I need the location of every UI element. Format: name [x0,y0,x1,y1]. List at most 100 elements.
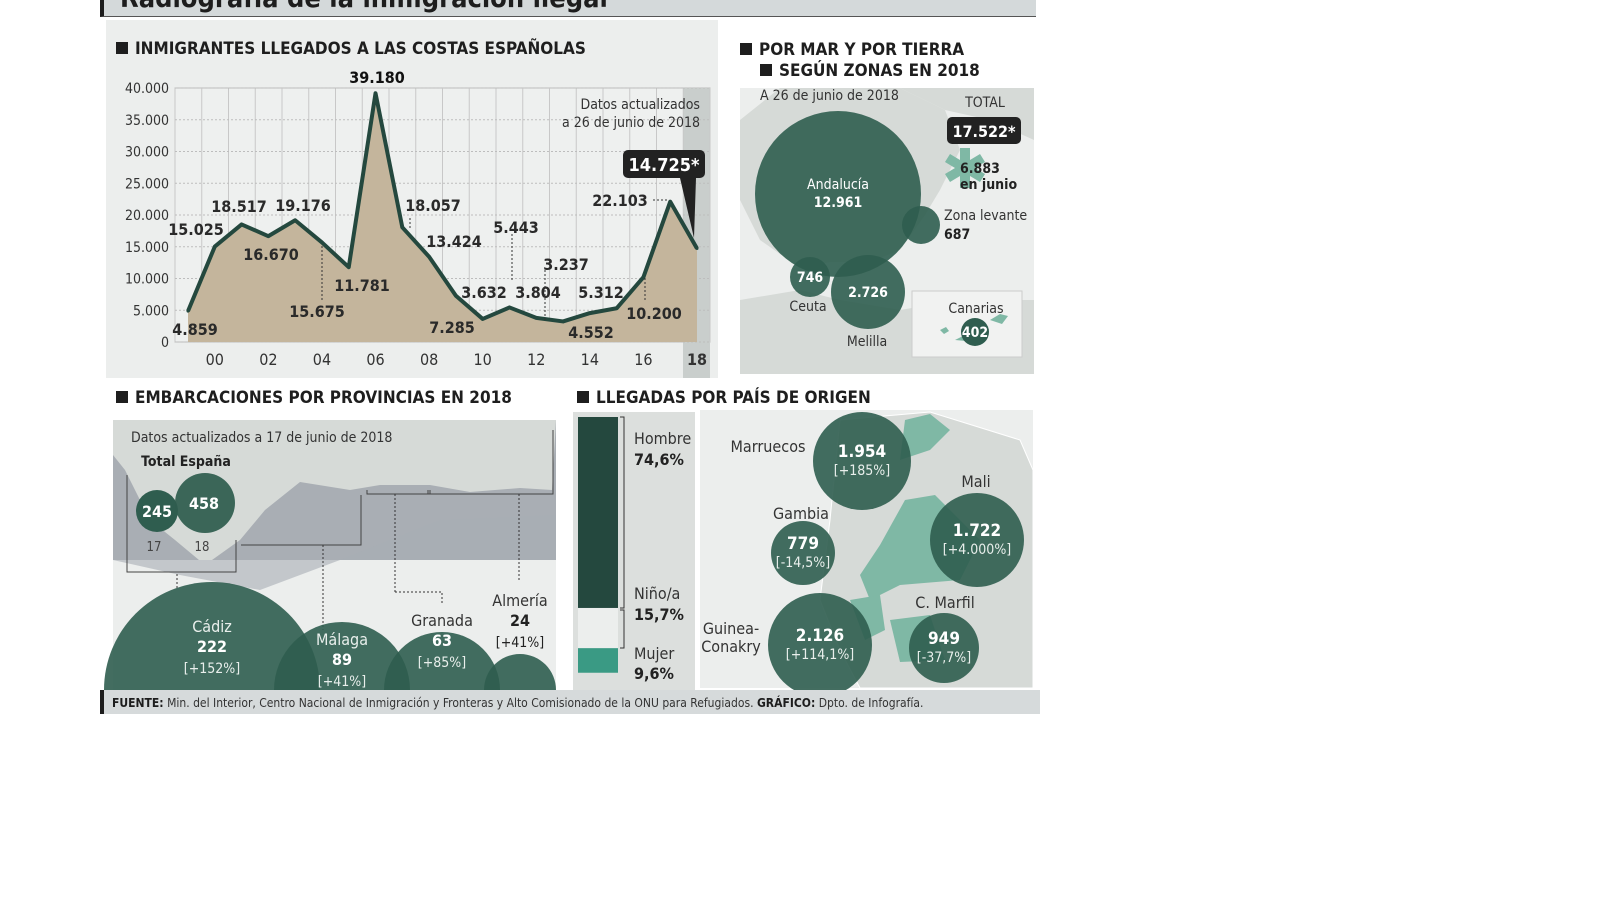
data-label-2018: 14.725* [629,155,700,176]
country-name: Mali [961,472,990,491]
province-value: 222 [197,637,227,656]
callout-2018-badge [623,150,705,238]
june-label: en junio [960,177,1017,193]
zone-bubble-canarias [961,318,989,346]
x-tick-label: 02 [259,350,277,369]
source-label: FUENTE: [112,696,164,710]
data-label: 15.025 [168,220,224,239]
data-label: 3.804 [515,283,561,302]
data-label: 11.781 [334,276,390,295]
province-bubbles [104,582,556,690]
data-label: 5.443 [493,218,539,237]
zone-value-levante: 687 [944,227,970,243]
data-point [507,305,511,309]
country-guinea-shape [850,595,885,640]
province-change: [+152%] [184,661,240,677]
data-label: 13.424 [426,232,482,251]
zone-value-canarias: 402 [962,325,988,341]
data-point [427,255,431,259]
data-point [213,245,217,249]
country-change: [-14,5%] [776,555,830,571]
arrivals-line [186,91,699,324]
zone-value-andalucia: 12.961 [814,195,863,211]
update-note-line1: Datos actualizados [581,97,701,113]
gender-value: 74,6% [634,450,684,469]
section-title-boats: EMBARCACIONES POR PROVINCIAS EN 2018 [116,388,512,409]
june-value: 6.883 [960,161,1000,177]
x-tick-label: 12 [527,350,545,369]
zone-value-melilla: 2.726 [848,285,888,301]
data-point [347,265,351,269]
gender-name: Niño/a [634,584,680,603]
y-tick-label: 0 [161,335,169,351]
total-bubble-18 [175,473,235,533]
country-name: Marruecos [731,437,806,456]
province-name: Málaga [316,630,368,649]
data-point [186,309,190,313]
country-value: 779 [787,534,819,554]
y-tick-label: 5.000 [133,303,169,319]
country-value: 2.126 [796,626,844,646]
province-change: [+41%] [318,674,366,690]
province-value: 24 [510,611,530,630]
data-point [400,225,404,229]
country-change: [+4.000%] [943,542,1011,558]
data-point [641,275,645,279]
data-label: 4.552 [568,323,614,342]
data-point [668,200,672,204]
zone-bubble-melilla [831,255,905,329]
country-bubble-3 [930,493,1024,587]
total-value-17: 245 [142,502,172,521]
total-year-18: 18 [195,540,210,555]
june-asterisk-icon [945,148,985,188]
province-bubble-2 [274,622,410,690]
province-bracket [366,490,431,495]
x-tick-label: 04 [313,350,331,369]
x-tick-label: 16 [634,350,652,369]
country-bubble-1 [813,412,911,510]
zone-name-levante: Zona levante [944,208,1027,224]
province-bubble-4 [484,654,556,690]
data-point [320,240,324,244]
data-point [561,319,565,323]
gender-name: Mujer [634,644,674,663]
province-name: Granada [411,611,473,630]
province-name: Cádiz [192,617,232,636]
total-bubble-17 [136,490,178,532]
total-label: TOTAL [964,95,1005,111]
x-tick-label: 18 [687,350,707,369]
section-title-zones-text: SEGÚN ZONAS EN 2018 [779,61,980,81]
data-label: 22.103 [592,191,648,210]
province-bracket [427,430,554,495]
section-title-arrivals: INMIGRANTES LLEGADOS A LAS COSTAS ESPAÑO… [116,39,586,60]
country-change: [+185%] [834,463,890,479]
data-point [454,294,458,298]
zone-name-andalucia: Andalucía [807,177,869,193]
y-tick-label: 35.000 [125,113,169,129]
y-tick-label: 40.000 [125,81,169,97]
x-tick-label: 00 [206,350,224,369]
total-espana-label: Total España [141,454,231,470]
gender-bar-3 [578,648,618,673]
y-tick-label: 30.000 [125,145,169,161]
data-label: 3.632 [461,283,507,302]
arrivals-area [188,93,697,342]
country-bubble-2 [771,521,835,585]
total-value: 17.522* [952,122,1016,141]
section-title-zones: POR MAR Y POR TIERRA [740,40,964,61]
data-label: 5.312 [578,283,624,302]
canarias-islands [940,314,1008,341]
zone-name-ceuta: Ceuta [789,299,826,315]
province-value: 63 [432,631,452,650]
data-label: 16.670 [243,245,299,264]
section-title-origin: LLEGADAS POR PAÍS DE ORIGEN [577,388,871,409]
province-bubble-3 [384,632,500,690]
graphic-label: GRÁFICO: [756,696,816,710]
country-change: [+114,1%] [786,647,854,663]
data-label: 4.859 [172,320,218,339]
country-value: 1.722 [953,521,1001,541]
country-bubble-5 [909,613,979,683]
data-point [615,306,619,310]
zones-subtitle: A 26 de junio de 2018 [760,88,899,104]
